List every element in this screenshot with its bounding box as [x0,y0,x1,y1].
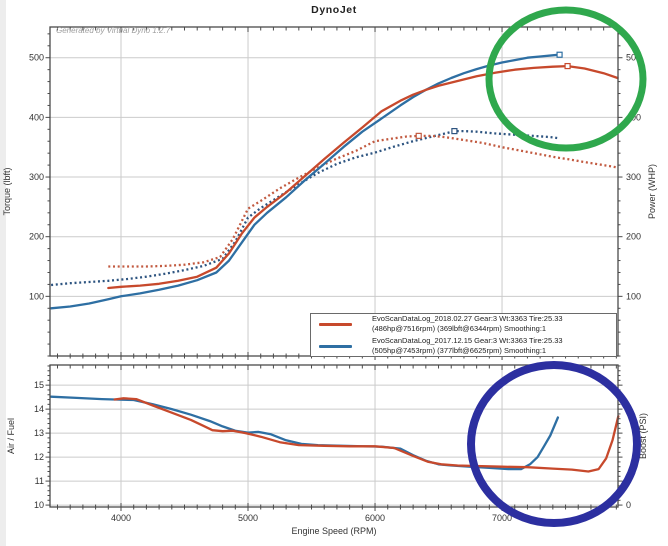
afr-boost-plot: 10 11 12 13 14 15 0 4000 5000 6000 7000 Air / Fuel B… [6,364,648,536]
green-circle-annotation [485,6,647,152]
axis-text: 5000 [238,513,258,523]
axis-text: 10 [34,500,44,510]
axis-text: 300 [626,172,641,182]
xlabel: Engine Speed (RPM) [291,526,376,536]
axis-text: 100 [29,291,44,301]
axis-text: 500 [29,53,44,63]
axis-text: 15 [34,380,44,390]
legend-entry-title: EvoScanDataLog_2018.02.27 Gear:3 Wt:3363… [372,314,563,323]
legend-box: EvoScanDataLog_2018.02.27 Gear:3 Wt:3363… [310,313,617,357]
ylabel-left: Air / Fuel [6,418,16,454]
series-afr-2018-02-27 [113,397,620,473]
series-power-2017-12-15 [49,53,561,310]
axis-text: 100 [626,291,641,301]
legend-entry-stats: (505hp@7453rpm) (377lbft@6625rpm) Smooth… [372,346,547,355]
legend-entry-2017-12-15: EvoScanDataLog_2017.12.15 Gear:3 Wt:3363… [311,336,616,356]
axis-text: 6000 [365,513,385,523]
axis-text: 300 [29,172,44,182]
peak-marker-power-peak-red [564,62,571,70]
axis-text: 200 [626,232,641,242]
axis-text: 13 [34,428,44,438]
axis-text: 11 [35,476,44,486]
legend-entry-stats: (486hp@7516rpm) (369lbft@6344rpm) Smooth… [372,324,547,333]
series-torque-2017-12-15 [50,129,560,287]
axis-text: 12 [34,452,44,462]
peak-marker-torque-peak-blue [451,127,458,135]
legend-entry-title: EvoScanDataLog_2017.12.15 Gear:3 Wt:3363… [372,336,563,345]
legend-swatch-blue-line [319,344,352,348]
legend-entry-2018-02-27: EvoScanDataLog_2018.02.27 Gear:3 Wt:3363… [311,314,616,334]
ylabel-right: Power (WHP) [647,164,657,219]
watermark-text: Generated by Virtual Dyno 1.2.7 [56,26,171,35]
chart-title: DynoJet [311,4,357,16]
ylabel-right: Boost (PSI) [638,413,648,459]
peak-marker-power-peak-blue [556,51,563,58]
blue-circle-annotation [467,361,641,527]
axis-text: 4000 [111,513,131,523]
axis-text: 0 [626,500,631,510]
series-torque-2018-02-27 [108,134,618,268]
peak-marker-torque-peak-red [415,132,422,139]
series-power-2018-02-27 [107,64,619,290]
ylabel-left: Torque (lbft) [2,167,12,215]
page-left-margin [0,0,6,546]
axis-text: 200 [29,232,44,242]
axis-text: 500 [626,53,641,63]
legend-swatch-red-line [319,322,352,326]
axis-text: 7000 [492,513,512,523]
axis-text: 400 [29,112,44,122]
axis-text: 14 [34,404,44,414]
